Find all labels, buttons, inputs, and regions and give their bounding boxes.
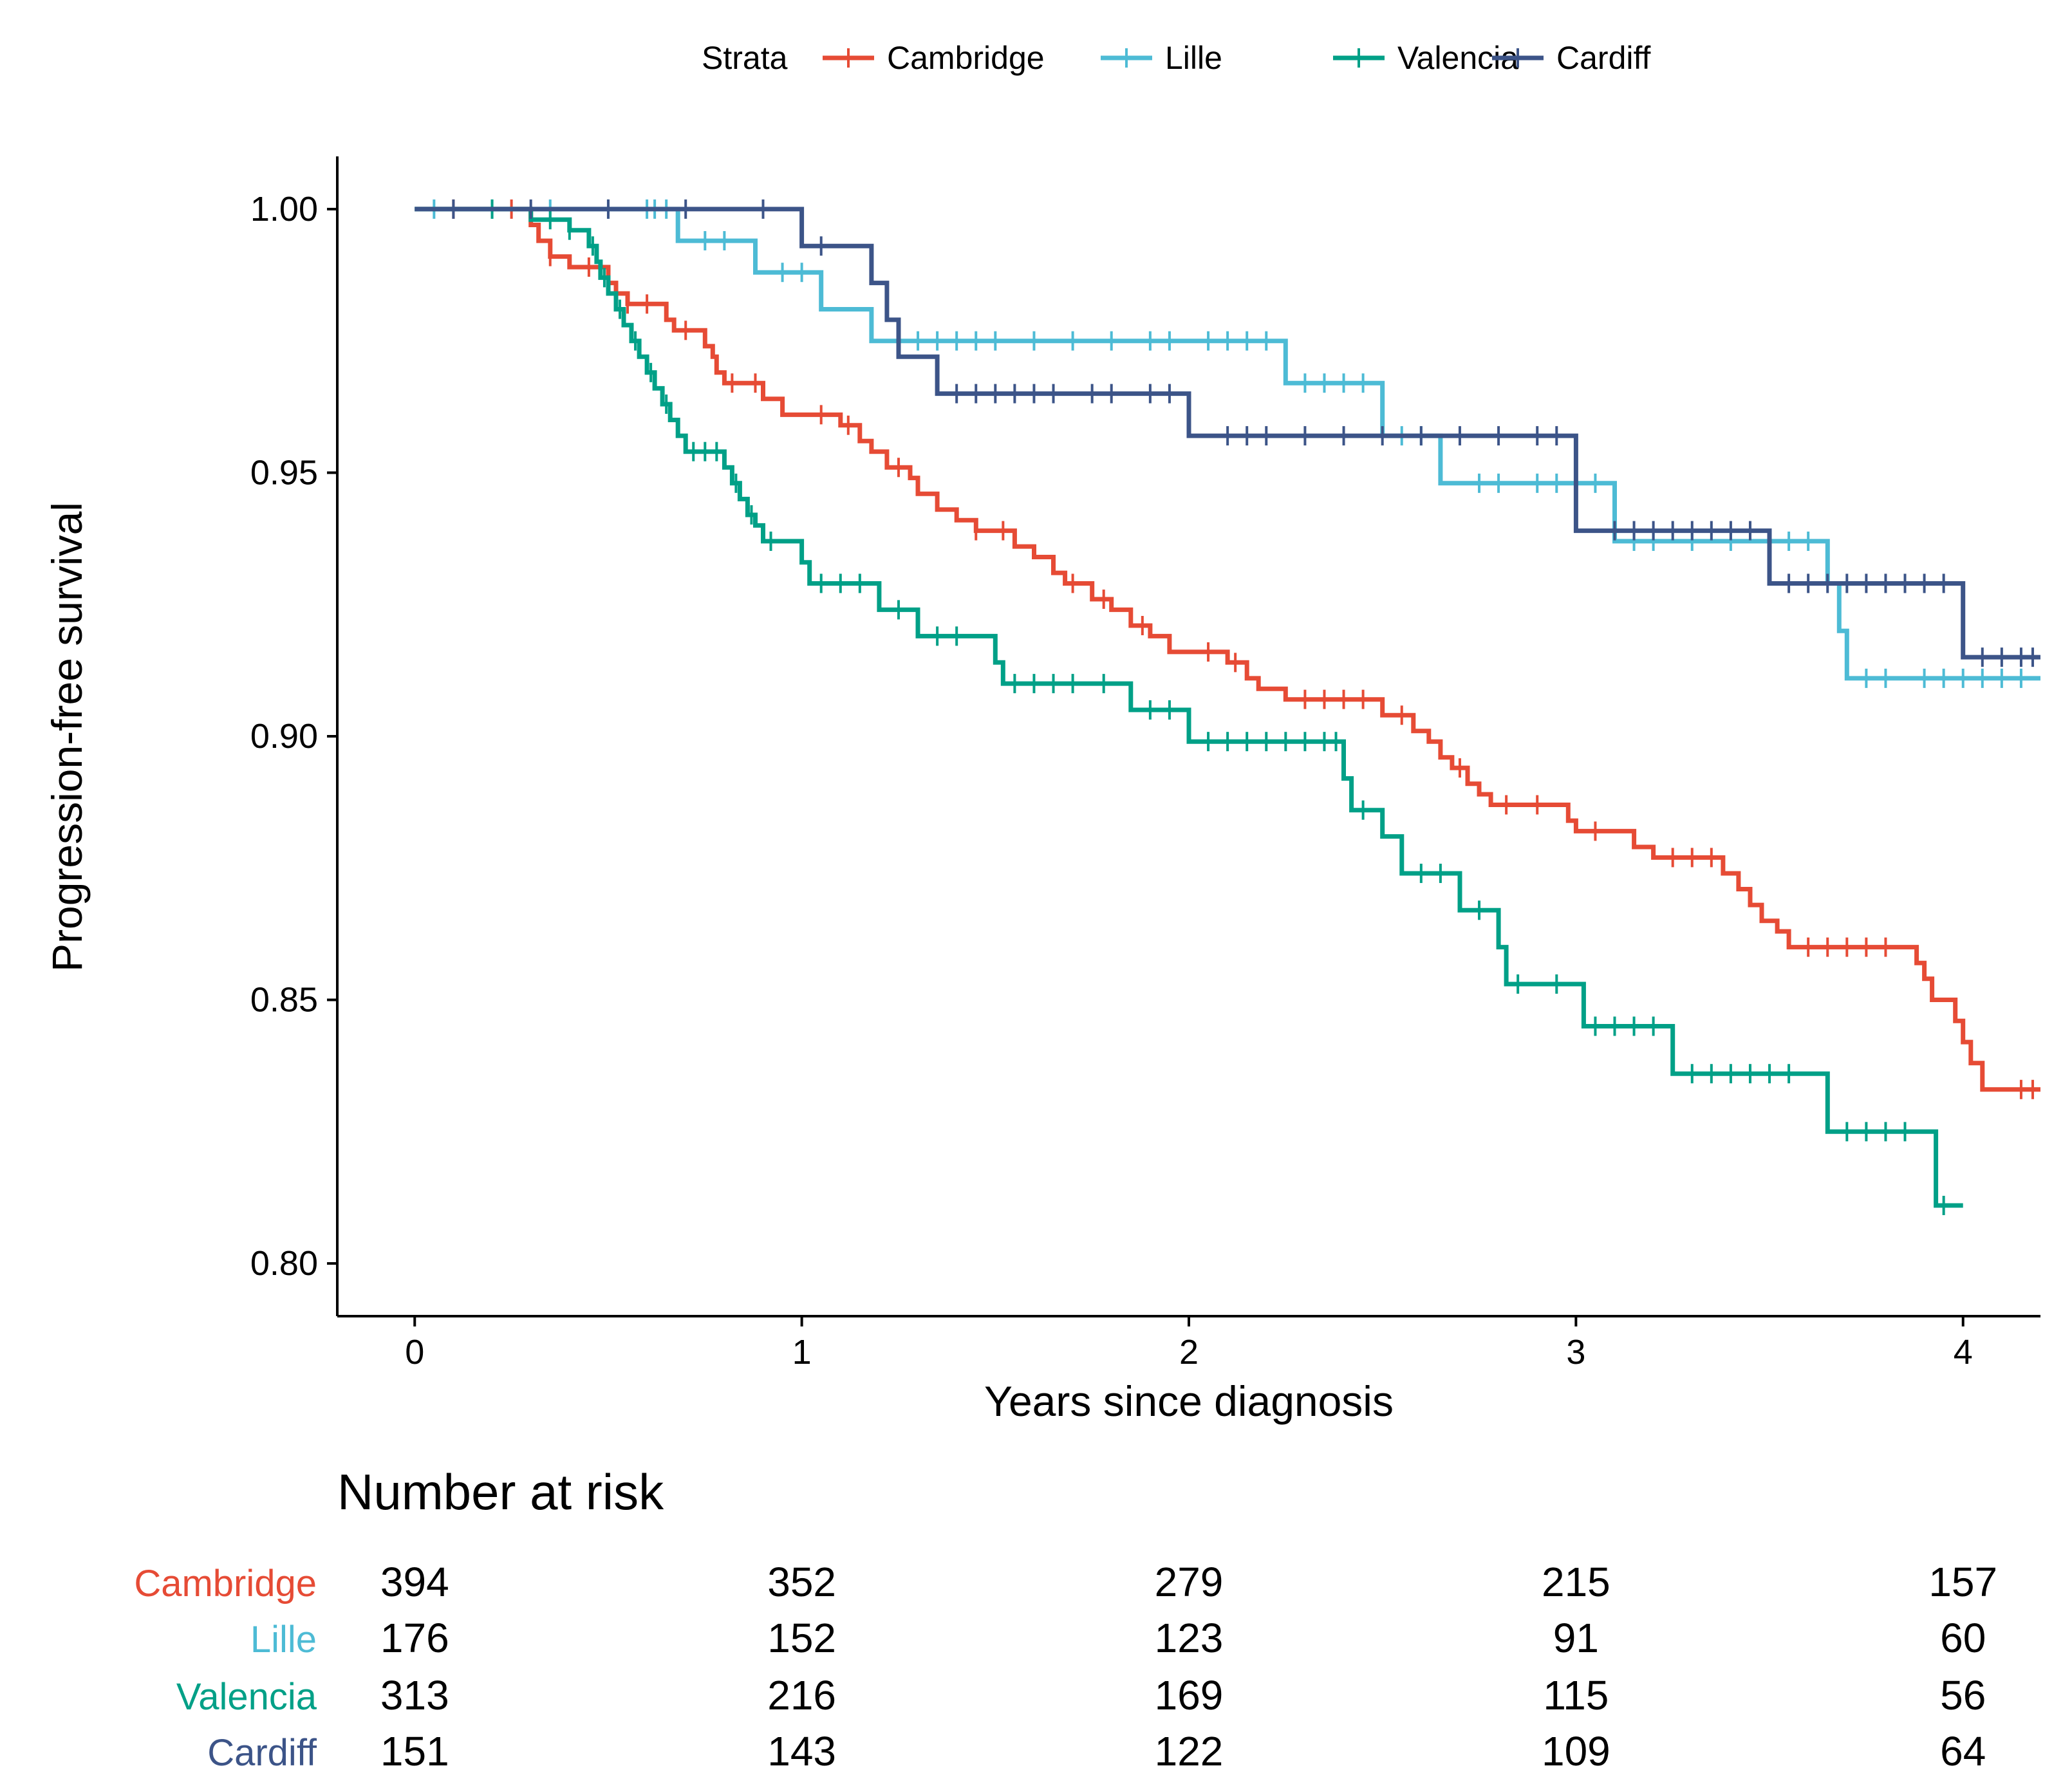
risk-row-label: Cardiff	[207, 1732, 317, 1774]
risk-value: 176	[380, 1615, 449, 1661]
risk-value: 157	[1928, 1559, 1997, 1605]
risk-row-label: Lille	[250, 1619, 317, 1660]
risk-value: 151	[380, 1728, 449, 1774]
y-axis-label: Progression-free survival	[43, 502, 91, 972]
legend-label-cambridge: Cambridge	[887, 40, 1045, 76]
survival-curves	[415, 199, 2040, 1215]
y-tick-label: 0.80	[250, 1244, 318, 1283]
legend: Strata Cambridge Lille Valencia Cardiff	[702, 40, 1650, 76]
risk-value: 216	[767, 1672, 836, 1718]
risk-table-rows: Cambridge 394 352 279 215 157 Lille 176 152 123 91…	[134, 1559, 1997, 1774]
risk-value: 215	[1542, 1559, 1610, 1605]
risk-row-label: Valencia	[176, 1676, 317, 1718]
risk-value: 64	[1940, 1728, 1986, 1774]
risk-table-title: Number at risk	[337, 1464, 664, 1520]
x-tick-label: 3	[1566, 1333, 1585, 1372]
x-tick-label: 1	[792, 1333, 812, 1372]
risk-value: 122	[1155, 1728, 1224, 1774]
x-tick-label: 4	[1954, 1333, 1973, 1372]
risk-value: 313	[380, 1672, 449, 1718]
y-ticks: 0.80 0.85 0.90 0.95 1.00	[250, 190, 337, 1283]
risk-value: 91	[1553, 1615, 1599, 1661]
risk-value: 123	[1155, 1615, 1224, 1661]
risk-row-label: Cambridge	[134, 1563, 317, 1605]
x-tick-label: 0	[405, 1333, 424, 1372]
risk-value: 279	[1155, 1559, 1224, 1605]
risk-value: 394	[380, 1559, 449, 1605]
y-tick-label: 0.95	[250, 453, 318, 492]
x-tick-label: 2	[1179, 1333, 1199, 1372]
risk-value: 152	[767, 1615, 836, 1661]
y-tick-label: 0.85	[250, 981, 318, 1019]
risk-value: 56	[1940, 1672, 1986, 1718]
y-tick-label: 0.90	[250, 717, 318, 756]
y-tick-label: 1.00	[250, 190, 318, 228]
legend-label-cardiff: Cardiff	[1556, 40, 1650, 76]
legend-title: Strata	[702, 40, 788, 76]
curve-valencia	[415, 207, 1963, 1208]
risk-value: 109	[1542, 1728, 1610, 1774]
risk-value: 115	[1543, 1672, 1609, 1718]
legend-label-lille: Lille	[1165, 40, 1222, 76]
risk-value: 143	[767, 1728, 836, 1774]
curve-cardiff	[415, 207, 2040, 660]
curve-cambridge	[415, 207, 2040, 1092]
risk-value: 352	[767, 1559, 836, 1605]
risk-table: Number at risk Cambridge 394 352 279 215 157 L…	[134, 1464, 1997, 1774]
risk-value: 60	[1940, 1615, 1986, 1661]
plot-area: 0.80 0.85 0.90 0.95 1.00 0 1 2 3 4 Progression-f…	[43, 156, 2040, 1425]
x-ticks: 0 1 2 3 4	[405, 1316, 1973, 1372]
x-axis-label: Years since diagnosis	[984, 1377, 1394, 1425]
risk-value: 169	[1155, 1672, 1224, 1718]
